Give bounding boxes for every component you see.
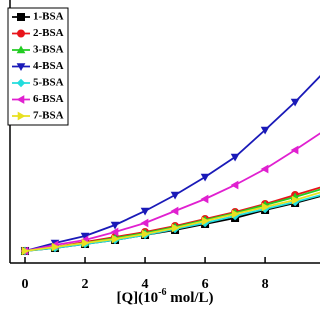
- legend-marker: [17, 29, 25, 38]
- data-point: [140, 218, 149, 228]
- data-point: [290, 98, 300, 107]
- x-label-rest: mol/L): [166, 290, 213, 306]
- x-tick-label: 0: [22, 277, 29, 292]
- data-point: [110, 221, 120, 230]
- legend-label: 5-BSA: [33, 77, 64, 89]
- data-point: [291, 195, 300, 205]
- legend-label: 6-BSA: [33, 93, 64, 105]
- legend-label: 2-BSA: [33, 27, 64, 39]
- data-point: [80, 232, 90, 241]
- plot-area: [20, 74, 320, 256]
- legend-label: 1-BSA: [33, 11, 64, 23]
- data-point: [111, 234, 120, 244]
- x-label-sup: -6: [158, 287, 166, 298]
- legend-marker: [16, 78, 26, 88]
- data-point: [231, 209, 240, 219]
- data-point: [290, 145, 299, 155]
- data-point: [170, 191, 180, 200]
- data-point: [261, 202, 270, 212]
- data-point: [81, 238, 90, 248]
- data-point: [201, 216, 210, 226]
- data-point: [51, 242, 60, 252]
- legend-label: 7-BSA: [33, 110, 64, 122]
- x-tick-label: 2: [82, 277, 89, 292]
- data-point: [200, 194, 209, 204]
- data-point: [260, 126, 270, 135]
- legend-marker: [17, 111, 26, 121]
- data-point: [21, 246, 30, 256]
- data-point: [260, 164, 269, 174]
- legend-marker: [16, 63, 26, 72]
- data-point: [141, 229, 150, 239]
- x-axis-title: [Q](10-6 mol/L): [116, 287, 213, 306]
- data-point: [230, 153, 240, 162]
- legend-label: 3-BSA: [33, 44, 64, 56]
- x-label-main: [Q](10: [116, 290, 158, 306]
- x-tick-label: 6: [202, 277, 209, 292]
- data-point: [230, 180, 239, 190]
- legend-marker: [17, 13, 25, 21]
- data-point: [200, 173, 210, 182]
- x-tick-label: 4: [142, 277, 149, 292]
- data-point: [170, 206, 179, 216]
- data-point: [171, 223, 180, 233]
- data-point: [140, 207, 150, 216]
- legend-marker: [16, 45, 26, 54]
- data-point: [110, 227, 119, 237]
- x-tick-label: 8: [262, 277, 269, 292]
- legend-marker: [16, 95, 25, 104]
- legend-label: 4-BSA: [33, 60, 64, 72]
- series-line: [24, 188, 320, 252]
